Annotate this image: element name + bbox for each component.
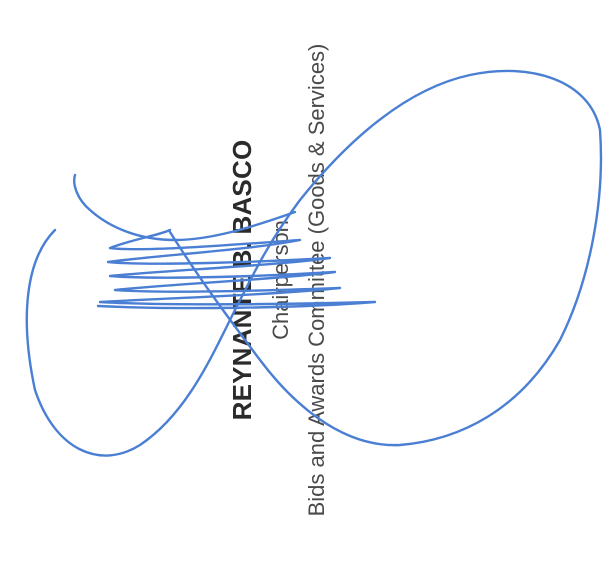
signatory-name: REYNANTE B. BASCO xyxy=(227,139,257,421)
signatory-committee: Bids and Awards Committee (Goods & Servi… xyxy=(304,43,329,517)
signatory-block: REYNANTE B. BASCO Chairperson Bids and A… xyxy=(222,0,372,560)
signatory-position: Chairperson xyxy=(268,220,293,340)
